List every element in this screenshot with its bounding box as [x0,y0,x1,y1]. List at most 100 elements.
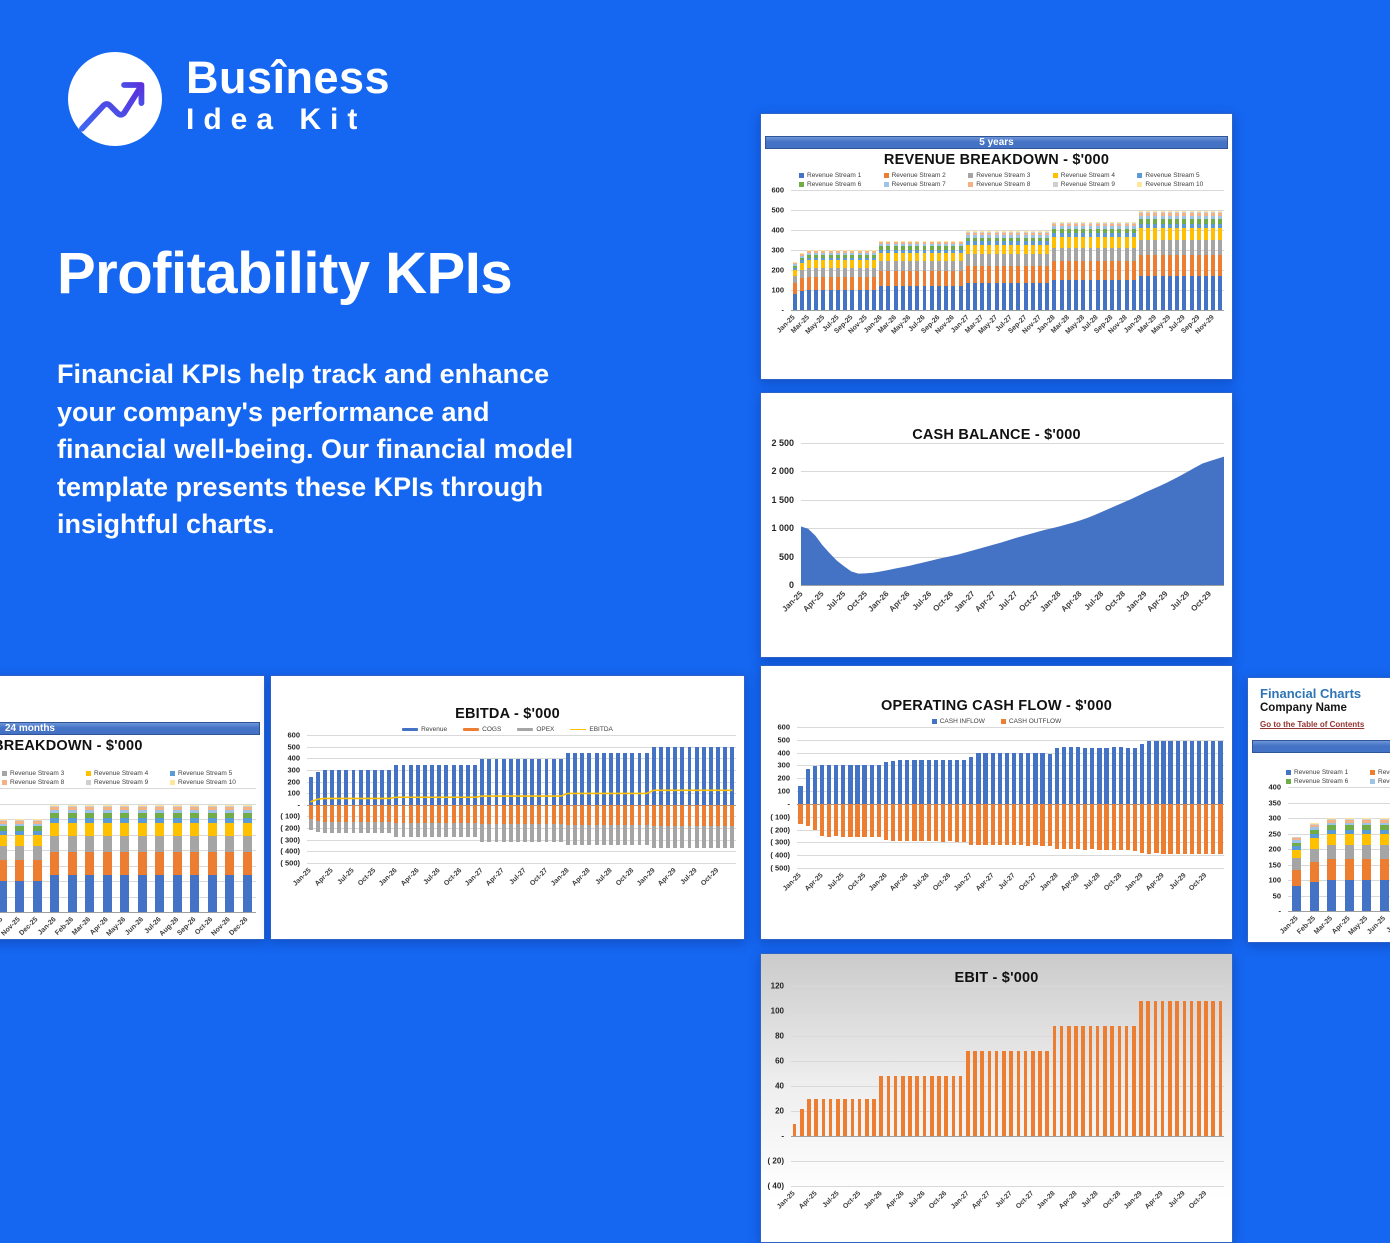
bar-segment [1204,255,1208,276]
bar-segment [980,266,984,283]
x-tick-label: Jul-27 [997,589,1020,612]
x-tick-label: Jan-26 [863,1190,884,1211]
x-tick-label: Apr-28 [1058,1190,1079,1211]
y-tick-label: ( 500) [761,864,790,873]
bar-segment [937,261,941,271]
negative-bar [1090,804,1094,850]
negative-bar [1083,804,1087,850]
x-tick-label: Oct-25 [847,872,867,892]
stacked-bar [800,253,804,310]
stacked-bar [836,250,840,310]
legend-swatch [1286,779,1291,784]
x-tick-label: Oct-25 [845,589,869,613]
bar-segment [1190,276,1194,310]
legend-label: COGS [482,726,501,733]
legend-label: Revenue Stream 1 [807,172,861,179]
stacked-bar [930,241,934,310]
bar-segment [1345,845,1354,859]
y-tick-label: 500 [271,742,300,751]
x-tick-label: Jan-29 [636,867,657,888]
legend-swatch [799,173,804,178]
sheet-header: Financial Charts Company Name Go to the … [1248,678,1390,732]
bar-segment [1310,838,1319,849]
y-tick-label: 200 [761,774,790,783]
bar-segment [1024,266,1028,283]
x-tick-label: Apr-26 [889,872,910,893]
bar-segment [0,881,7,912]
bar-segment [1362,859,1371,880]
stacked-bar [995,231,999,310]
bar-segment [1009,245,1013,254]
bar-segment [951,271,955,286]
y-tick-label: 50 [1248,891,1281,900]
y-tick-label: 40 [761,1082,784,1091]
bar-segment [930,261,934,271]
bar-segment [1045,254,1049,266]
bar-segment [50,836,59,852]
bar-segment [1327,845,1336,859]
positive-bar [894,1076,898,1136]
stacked-bar [872,250,876,310]
negative-bar [884,804,888,841]
negative-bar [841,804,845,837]
stacked-bar [1380,818,1389,911]
bar-segment [1175,228,1179,240]
x-tick-label: Oct-26 [928,1190,948,1210]
negative-bar [1062,804,1066,850]
stacked-bar [1175,211,1179,310]
bar-segment [15,860,24,881]
bar-segment [225,852,234,875]
legend-label: Revenue Stream 4 [1061,172,1115,179]
bar-segment [937,253,941,261]
positive-bar [1062,747,1066,804]
legend-item: Revenue Stream 1 [799,172,884,179]
bar-segment [891,804,895,841]
period-tab-label: 5 years [979,137,1013,148]
x-tick-label: Oct-26 [931,589,955,613]
positive-bar [836,1099,840,1137]
y-tick-label: ( 300) [271,835,300,844]
bar-segment [208,852,217,875]
table-of-contents-link[interactable]: Go to the Table of Contents [1260,720,1364,729]
legend-label: CASH OUTFLOW [1009,718,1061,725]
bar-segment [1132,237,1136,248]
bar-segment [1146,276,1150,310]
stacked-bar [120,805,129,912]
bar-segment [243,875,252,912]
bar-segment [793,276,797,283]
bar-segment [1067,261,1071,280]
bar-segment [1009,254,1013,266]
positive-bar [1033,753,1037,804]
x-tick-label: Jul-26 [422,867,441,886]
legend-item: Revenue Stream 10 [1137,181,1222,188]
bar-segment [901,286,905,310]
bar-segment [1197,228,1201,240]
bar-segment [120,836,129,852]
bar-segment [1031,245,1035,254]
y-tick-label: 400 [1248,783,1281,792]
bar-segment [1168,240,1172,255]
bar-segment [962,804,966,842]
bar-segment [1132,248,1136,261]
legend-item: CASH INFLOW [932,718,985,725]
positive-bar [995,1051,999,1136]
negative-bar [1076,804,1080,850]
bar-segment [948,804,952,842]
bar-segment [829,268,833,277]
x-tick-label: Oct-28 [1103,872,1123,892]
bar-segment [814,268,818,277]
bar-segment [1153,240,1157,255]
bar-segment [1074,248,1078,261]
bar-segment [1292,886,1301,911]
bar-segment [1103,237,1107,248]
negative-bar [1204,804,1208,854]
bar-segment [85,852,94,875]
bar-segment [1045,266,1049,283]
bar-segment [85,875,94,912]
stacked-bar [1327,818,1336,911]
positive-bar [1204,1001,1208,1136]
y-tick-label: 2 000 [761,466,794,476]
legend-label: Revenue Stream 1 [1294,769,1348,776]
